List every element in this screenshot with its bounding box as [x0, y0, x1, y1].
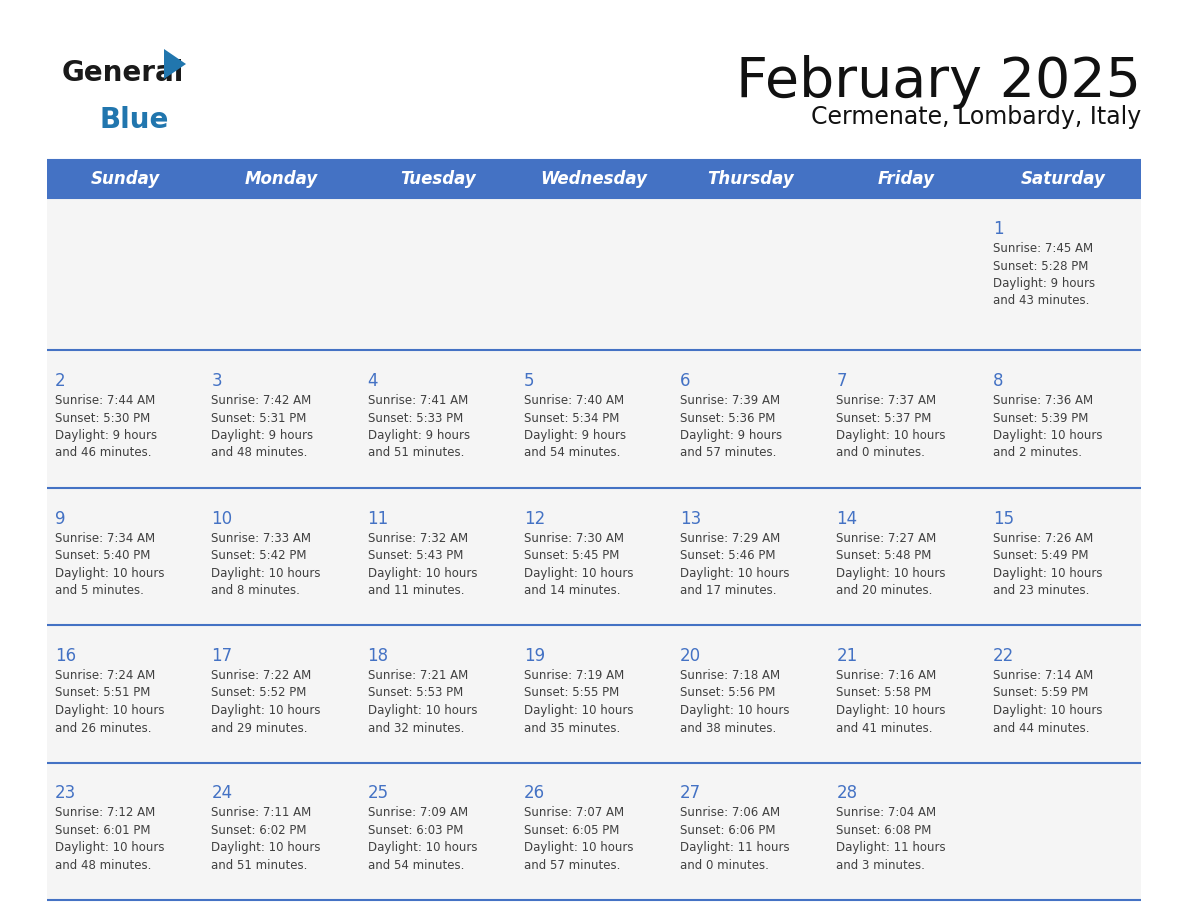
- Text: Thursday: Thursday: [707, 170, 794, 188]
- Text: 24: 24: [211, 785, 233, 802]
- Text: 16: 16: [55, 647, 76, 665]
- Text: 28: 28: [836, 785, 858, 802]
- Bar: [48, 625, 1140, 763]
- Text: 13: 13: [681, 509, 701, 528]
- Text: Friday: Friday: [878, 170, 935, 188]
- Text: 26: 26: [524, 785, 545, 802]
- Text: 19: 19: [524, 647, 545, 665]
- Bar: [48, 487, 1140, 625]
- Text: 5: 5: [524, 372, 535, 390]
- Text: 22: 22: [993, 647, 1015, 665]
- Text: Sunrise: 7:07 AM
Sunset: 6:05 PM
Daylight: 10 hours
and 57 minutes.: Sunrise: 7:07 AM Sunset: 6:05 PM Dayligh…: [524, 807, 633, 872]
- Text: Sunrise: 7:29 AM
Sunset: 5:46 PM
Daylight: 10 hours
and 17 minutes.: Sunrise: 7:29 AM Sunset: 5:46 PM Dayligh…: [681, 532, 790, 597]
- Text: Blue: Blue: [100, 106, 170, 134]
- Text: Sunrise: 7:32 AM
Sunset: 5:43 PM
Daylight: 10 hours
and 11 minutes.: Sunrise: 7:32 AM Sunset: 5:43 PM Dayligh…: [367, 532, 478, 597]
- Text: Sunrise: 7:24 AM
Sunset: 5:51 PM
Daylight: 10 hours
and 26 minutes.: Sunrise: 7:24 AM Sunset: 5:51 PM Dayligh…: [55, 669, 164, 734]
- Text: 18: 18: [367, 647, 388, 665]
- Text: Sunrise: 7:45 AM
Sunset: 5:28 PM
Daylight: 9 hours
and 43 minutes.: Sunrise: 7:45 AM Sunset: 5:28 PM Dayligh…: [993, 242, 1095, 308]
- Text: Sunrise: 7:41 AM
Sunset: 5:33 PM
Daylight: 9 hours
and 51 minutes.: Sunrise: 7:41 AM Sunset: 5:33 PM Dayligh…: [367, 394, 469, 460]
- Text: 9: 9: [55, 509, 65, 528]
- Text: 8: 8: [993, 372, 1003, 390]
- Text: General: General: [62, 59, 184, 87]
- Text: Sunrise: 7:22 AM
Sunset: 5:52 PM
Daylight: 10 hours
and 29 minutes.: Sunrise: 7:22 AM Sunset: 5:52 PM Dayligh…: [211, 669, 321, 734]
- Text: February 2025: February 2025: [737, 55, 1140, 109]
- Text: Sunrise: 7:33 AM
Sunset: 5:42 PM
Daylight: 10 hours
and 8 minutes.: Sunrise: 7:33 AM Sunset: 5:42 PM Dayligh…: [211, 532, 321, 597]
- Text: Monday: Monday: [245, 170, 318, 188]
- Text: 14: 14: [836, 509, 858, 528]
- Text: Sunrise: 7:27 AM
Sunset: 5:48 PM
Daylight: 10 hours
and 20 minutes.: Sunrise: 7:27 AM Sunset: 5:48 PM Dayligh…: [836, 532, 946, 597]
- Polygon shape: [164, 49, 187, 79]
- Text: 11: 11: [367, 509, 388, 528]
- Text: 3: 3: [211, 372, 222, 390]
- Text: Sunrise: 7:21 AM
Sunset: 5:53 PM
Daylight: 10 hours
and 32 minutes.: Sunrise: 7:21 AM Sunset: 5:53 PM Dayligh…: [367, 669, 478, 734]
- Text: Sunrise: 7:44 AM
Sunset: 5:30 PM
Daylight: 9 hours
and 46 minutes.: Sunrise: 7:44 AM Sunset: 5:30 PM Dayligh…: [55, 394, 157, 460]
- Text: 27: 27: [681, 785, 701, 802]
- Text: 25: 25: [367, 785, 388, 802]
- Text: 1: 1: [993, 220, 1004, 238]
- Text: Sunrise: 7:04 AM
Sunset: 6:08 PM
Daylight: 11 hours
and 3 minutes.: Sunrise: 7:04 AM Sunset: 6:08 PM Dayligh…: [836, 807, 946, 872]
- Text: 2: 2: [55, 372, 65, 390]
- Text: Cermenate, Lombardy, Italy: Cermenate, Lombardy, Italy: [810, 105, 1140, 129]
- Text: Sunrise: 7:16 AM
Sunset: 5:58 PM
Daylight: 10 hours
and 41 minutes.: Sunrise: 7:16 AM Sunset: 5:58 PM Dayligh…: [836, 669, 946, 734]
- Text: Saturday: Saturday: [1020, 170, 1105, 188]
- Text: 6: 6: [681, 372, 690, 390]
- Text: 23: 23: [55, 785, 76, 802]
- Text: Sunrise: 7:12 AM
Sunset: 6:01 PM
Daylight: 10 hours
and 48 minutes.: Sunrise: 7:12 AM Sunset: 6:01 PM Dayligh…: [55, 807, 164, 872]
- Text: Sunrise: 7:39 AM
Sunset: 5:36 PM
Daylight: 9 hours
and 57 minutes.: Sunrise: 7:39 AM Sunset: 5:36 PM Dayligh…: [681, 394, 782, 460]
- Text: Tuesday: Tuesday: [400, 170, 475, 188]
- Text: Sunrise: 7:06 AM
Sunset: 6:06 PM
Daylight: 11 hours
and 0 minutes.: Sunrise: 7:06 AM Sunset: 6:06 PM Dayligh…: [681, 807, 790, 872]
- Text: 17: 17: [211, 647, 233, 665]
- Bar: [48, 350, 1140, 487]
- Text: 20: 20: [681, 647, 701, 665]
- Text: Sunrise: 7:34 AM
Sunset: 5:40 PM
Daylight: 10 hours
and 5 minutes.: Sunrise: 7:34 AM Sunset: 5:40 PM Dayligh…: [55, 532, 164, 597]
- Text: 15: 15: [993, 509, 1013, 528]
- Text: Sunrise: 7:18 AM
Sunset: 5:56 PM
Daylight: 10 hours
and 38 minutes.: Sunrise: 7:18 AM Sunset: 5:56 PM Dayligh…: [681, 669, 790, 734]
- Text: Sunrise: 7:36 AM
Sunset: 5:39 PM
Daylight: 10 hours
and 2 minutes.: Sunrise: 7:36 AM Sunset: 5:39 PM Dayligh…: [993, 394, 1102, 460]
- Text: Sunrise: 7:09 AM
Sunset: 6:03 PM
Daylight: 10 hours
and 54 minutes.: Sunrise: 7:09 AM Sunset: 6:03 PM Dayligh…: [367, 807, 478, 872]
- Text: Sunrise: 7:19 AM
Sunset: 5:55 PM
Daylight: 10 hours
and 35 minutes.: Sunrise: 7:19 AM Sunset: 5:55 PM Dayligh…: [524, 669, 633, 734]
- Text: 4: 4: [367, 372, 378, 390]
- Bar: [48, 198, 1140, 350]
- Bar: [48, 160, 1140, 198]
- Text: Sunrise: 7:37 AM
Sunset: 5:37 PM
Daylight: 10 hours
and 0 minutes.: Sunrise: 7:37 AM Sunset: 5:37 PM Dayligh…: [836, 394, 946, 460]
- Text: Sunday: Sunday: [90, 170, 159, 188]
- Text: 21: 21: [836, 647, 858, 665]
- Text: Sunrise: 7:11 AM
Sunset: 6:02 PM
Daylight: 10 hours
and 51 minutes.: Sunrise: 7:11 AM Sunset: 6:02 PM Dayligh…: [211, 807, 321, 872]
- Text: Sunrise: 7:40 AM
Sunset: 5:34 PM
Daylight: 9 hours
and 54 minutes.: Sunrise: 7:40 AM Sunset: 5:34 PM Dayligh…: [524, 394, 626, 460]
- Text: 12: 12: [524, 509, 545, 528]
- Text: Sunrise: 7:26 AM
Sunset: 5:49 PM
Daylight: 10 hours
and 23 minutes.: Sunrise: 7:26 AM Sunset: 5:49 PM Dayligh…: [993, 532, 1102, 597]
- Text: Wednesday: Wednesday: [541, 170, 647, 188]
- Text: Sunrise: 7:30 AM
Sunset: 5:45 PM
Daylight: 10 hours
and 14 minutes.: Sunrise: 7:30 AM Sunset: 5:45 PM Dayligh…: [524, 532, 633, 597]
- Text: 10: 10: [211, 509, 233, 528]
- Text: Sunrise: 7:42 AM
Sunset: 5:31 PM
Daylight: 9 hours
and 48 minutes.: Sunrise: 7:42 AM Sunset: 5:31 PM Dayligh…: [211, 394, 314, 460]
- Text: Sunrise: 7:14 AM
Sunset: 5:59 PM
Daylight: 10 hours
and 44 minutes.: Sunrise: 7:14 AM Sunset: 5:59 PM Dayligh…: [993, 669, 1102, 734]
- Bar: [48, 763, 1140, 900]
- Text: 7: 7: [836, 372, 847, 390]
